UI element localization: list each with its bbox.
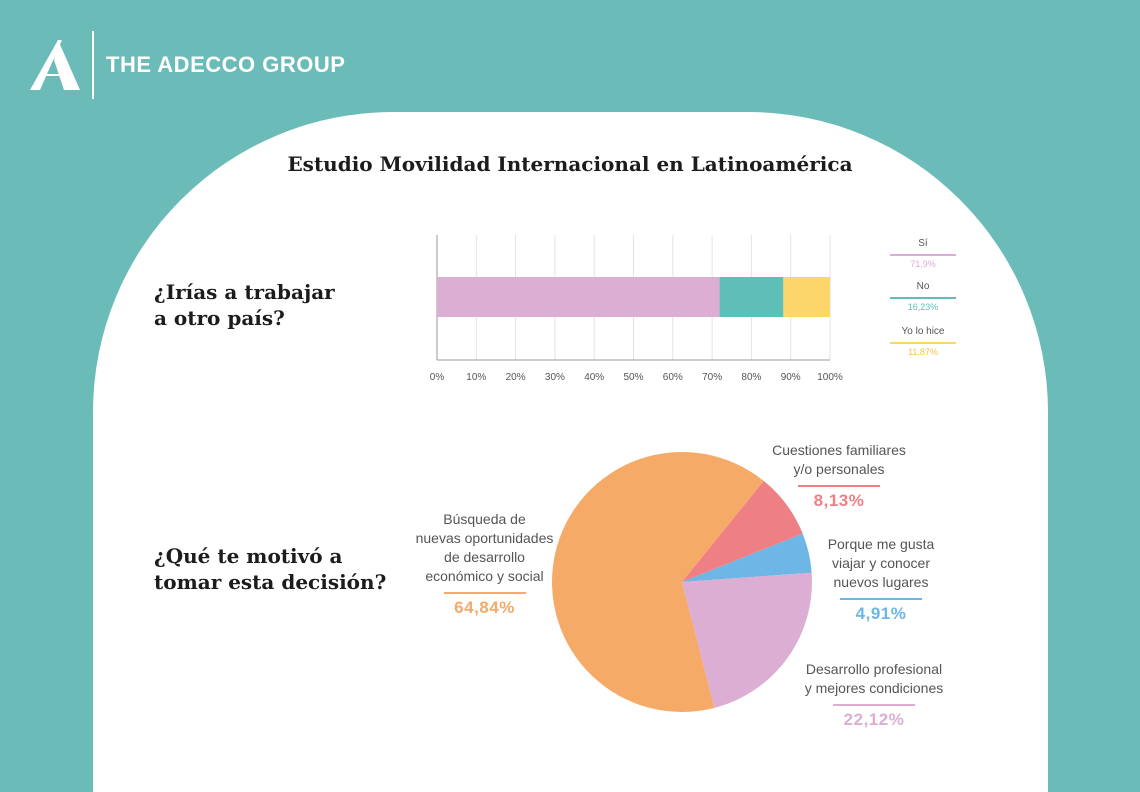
pie-label-value: 8,13% bbox=[813, 491, 865, 510]
legend-line bbox=[890, 297, 956, 299]
pie-label-text: Cuestiones familiares y/o personales bbox=[772, 442, 906, 477]
x-tick-label: 70% bbox=[702, 372, 722, 383]
legend-value: 71,9% bbox=[910, 259, 936, 269]
x-tick-label: 100% bbox=[817, 372, 843, 383]
pie-slice bbox=[552, 451, 764, 712]
bar-segment bbox=[783, 277, 830, 317]
pie-label-line bbox=[443, 592, 526, 594]
pie-label-value: 4,91% bbox=[855, 604, 907, 623]
x-tick-label: 90% bbox=[781, 372, 801, 383]
pie-label-value: 22,12% bbox=[843, 710, 905, 729]
legend-line bbox=[890, 342, 956, 344]
pie-label-value: 64,84% bbox=[454, 598, 515, 617]
pie-chart bbox=[552, 451, 812, 712]
pie-label-viajar: Porque me gusta viajar y conocer nuevos … bbox=[818, 535, 944, 624]
legend-name: Sí bbox=[918, 238, 928, 249]
legend-value: 11,87% bbox=[908, 347, 938, 357]
pie-label-text: Búsqueda de nuevas oportunidades de desa… bbox=[415, 511, 554, 584]
pie-slice bbox=[682, 572, 812, 708]
legend-name: No bbox=[916, 281, 930, 292]
content-card bbox=[93, 112, 1048, 792]
legend-item-no: No 16,23% bbox=[890, 281, 956, 312]
legend-value: 16,23% bbox=[907, 302, 939, 312]
x-tick-label: 80% bbox=[741, 372, 761, 383]
adecco-logo-icon bbox=[30, 40, 80, 90]
x-tick-label: 10% bbox=[466, 372, 486, 383]
question-1: ¿Irías a trabajar a otro país? bbox=[154, 280, 335, 330]
pie-label-line bbox=[840, 598, 922, 600]
x-tick-label: 20% bbox=[506, 372, 526, 383]
bar-segment bbox=[719, 277, 784, 317]
legend-line bbox=[890, 254, 956, 256]
stacked-bar-chart: 0% 10% 20% 30% 40% 50% 60% 70% 80% 90% 100% bbox=[430, 235, 843, 383]
x-tick-label: 60% bbox=[663, 372, 683, 383]
page-title: Estudio Movilidad Internacional en Latin… bbox=[287, 152, 853, 176]
brand-header: THE ADECCO GROUP bbox=[28, 30, 345, 100]
x-tick-label: 40% bbox=[584, 372, 604, 383]
legend-item-si: Sí 71,9% bbox=[890, 238, 956, 269]
pie-slice bbox=[682, 533, 812, 582]
pie-label-line bbox=[833, 704, 915, 706]
legend-item-yo-lo-hice: Yo lo hice 11,87% bbox=[890, 326, 956, 357]
pie-label-text: Desarrollo profesional y mejores condici… bbox=[804, 661, 944, 696]
brand-divider bbox=[92, 31, 94, 99]
question-2: ¿Qué te motivó a tomar esta decisión? bbox=[154, 544, 387, 594]
bar-segment bbox=[437, 277, 720, 317]
legend-name: Yo lo hice bbox=[901, 326, 945, 337]
pie-label-line bbox=[798, 485, 880, 487]
pie-label-busqueda: Búsqueda de nuevas oportunidades de desa… bbox=[407, 510, 562, 618]
x-tick-label: 0% bbox=[430, 372, 445, 383]
x-tick-label: 50% bbox=[623, 372, 643, 383]
pie-label-text: Porque me gusta viajar y conocer nuevos … bbox=[827, 536, 935, 590]
x-tick-label: 30% bbox=[545, 372, 565, 383]
pie-label-familiares: Cuestiones familiares y/o personales 8,1… bbox=[758, 441, 920, 511]
pie-label-desarrollo: Desarrollo profesional y mejores condici… bbox=[795, 660, 953, 730]
pie-slice bbox=[682, 480, 803, 582]
brand-name: THE ADECCO GROUP bbox=[106, 52, 346, 77]
